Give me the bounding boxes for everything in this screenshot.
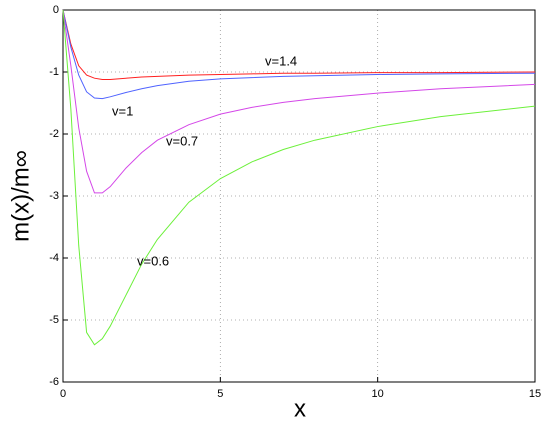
y-tick-label: -2: [49, 128, 59, 140]
series-line: [62, 9, 536, 194]
y-tick-label: -5: [49, 314, 59, 326]
x-tick-label: 15: [529, 388, 541, 400]
y-tick-label: -1: [49, 66, 59, 78]
x-tick-label: 0: [60, 388, 66, 400]
x-tick-label: 5: [217, 388, 223, 400]
x-tick-label: 10: [372, 388, 384, 400]
y-tick-label: -4: [49, 252, 59, 264]
y-axis-label: m(x)/m∞: [7, 150, 34, 242]
y-tick-label: 0: [53, 4, 59, 16]
series-annotation: v=0.6: [137, 253, 169, 268]
series-annotation: v=0.7: [166, 133, 198, 148]
series-annotation: v=1.4: [265, 53, 297, 68]
series-line: [62, 9, 536, 100]
y-tick-label: -3: [49, 190, 59, 202]
series-line: [62, 9, 536, 346]
x-axis-label: x: [294, 395, 306, 422]
y-tick-label: -6: [49, 376, 59, 388]
series-line: [62, 9, 536, 80]
plot-frame: [62, 9, 536, 383]
series-annotation: v=1: [112, 103, 133, 118]
